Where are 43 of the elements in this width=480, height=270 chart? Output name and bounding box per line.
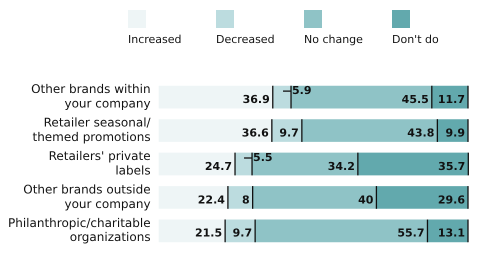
bar bbox=[158, 119, 272, 142]
y-tick-label: Philanthropic/charitable organizations bbox=[8, 216, 151, 244]
data-label: 9.9 bbox=[446, 126, 465, 140]
data-label: 55.7 bbox=[397, 226, 424, 240]
data-label: 22.4 bbox=[198, 193, 226, 206]
bar bbox=[252, 152, 358, 176]
data-label: 36.9 bbox=[242, 92, 270, 106]
data-label: 5.5 bbox=[253, 150, 273, 164]
bar bbox=[158, 86, 273, 108]
data-label: 9.7 bbox=[279, 126, 299, 140]
bar bbox=[272, 86, 292, 108]
data-label: 9.7 bbox=[232, 226, 252, 240]
data-label: 43.8 bbox=[407, 126, 434, 140]
data-label: 8 bbox=[242, 193, 250, 206]
bar bbox=[158, 220, 226, 242]
bar bbox=[302, 119, 438, 142]
y-tick-label: Other brands within your company bbox=[31, 82, 151, 110]
data-label: 13.1 bbox=[438, 226, 465, 240]
y-tick-label: Other brands outside your company bbox=[23, 182, 151, 211]
y-tick-label: Retailers' private labels bbox=[48, 148, 151, 178]
data-label: 34.2 bbox=[328, 160, 355, 173]
data-label: 45.5 bbox=[402, 92, 429, 106]
bar bbox=[291, 86, 432, 108]
bar bbox=[252, 186, 376, 209]
bar bbox=[158, 186, 228, 209]
bar bbox=[358, 152, 468, 176]
legend-label: Decreased bbox=[216, 33, 275, 46]
bar bbox=[235, 152, 252, 176]
data-label: 11.7 bbox=[438, 92, 465, 106]
data-label: 35.7 bbox=[438, 160, 466, 173]
data-label: 29.6 bbox=[438, 193, 466, 206]
legend-label: Increased bbox=[128, 33, 182, 46]
data-label: 40 bbox=[358, 193, 374, 206]
bar bbox=[158, 152, 236, 176]
data-label: 24.7 bbox=[204, 160, 232, 173]
bar bbox=[376, 186, 468, 209]
y-tick-label: Retailer seasonal/ themed promotions bbox=[32, 115, 152, 144]
data-label: 36.6 bbox=[242, 126, 270, 140]
legend-label: No change bbox=[304, 33, 363, 46]
bar bbox=[255, 220, 428, 242]
legend-label: Don't do bbox=[392, 33, 439, 46]
data-label: 5.9 bbox=[292, 84, 312, 97]
data-label: 21.5 bbox=[194, 226, 222, 240]
